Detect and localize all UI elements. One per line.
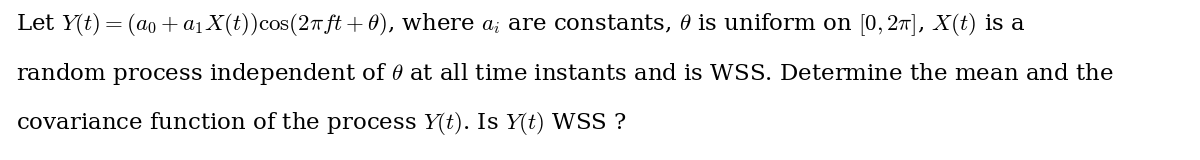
Text: covariance function of the process $Y(t)$. Is $Y(t)$ WSS ?: covariance function of the process $Y(t)… xyxy=(16,110,626,137)
Text: random process independent of $\theta$ at all time instants and is WSS. Determin: random process independent of $\theta$ a… xyxy=(16,61,1114,87)
Text: Let $Y(t) = (a_0 + a_1 X(t))\cos(2\pi f t + \theta)$, where $a_i$ are constants,: Let $Y(t) = (a_0 + a_1 X(t))\cos(2\pi f … xyxy=(16,11,1025,38)
